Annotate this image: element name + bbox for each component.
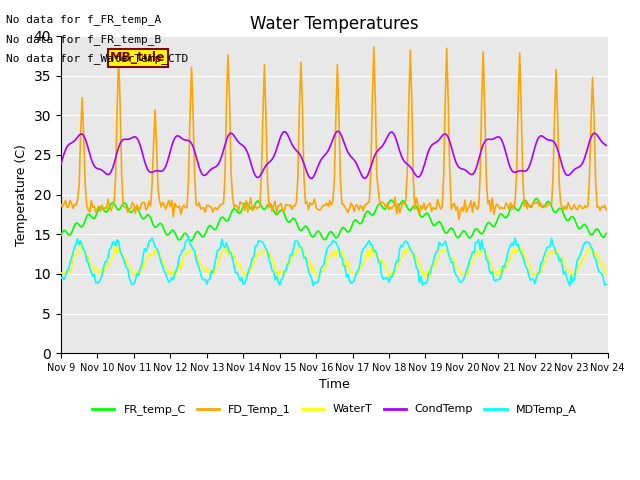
Text: No data for f_FR_temp_B: No data for f_FR_temp_B [6,34,162,45]
X-axis label: Time: Time [319,378,349,392]
Y-axis label: Temperature (C): Temperature (C) [15,144,28,245]
Text: No data for f_WaterTemp_CTD: No data for f_WaterTemp_CTD [6,53,189,64]
Text: MB_tule: MB_tule [110,51,166,64]
Text: No data for f_FR_temp_A: No data for f_FR_temp_A [6,14,162,25]
Title: Water Temperatures: Water Temperatures [250,15,419,33]
Legend: FR_temp_C, FD_Temp_1, WaterT, CondTemp, MDTemp_A: FR_temp_C, FD_Temp_1, WaterT, CondTemp, … [88,400,581,420]
